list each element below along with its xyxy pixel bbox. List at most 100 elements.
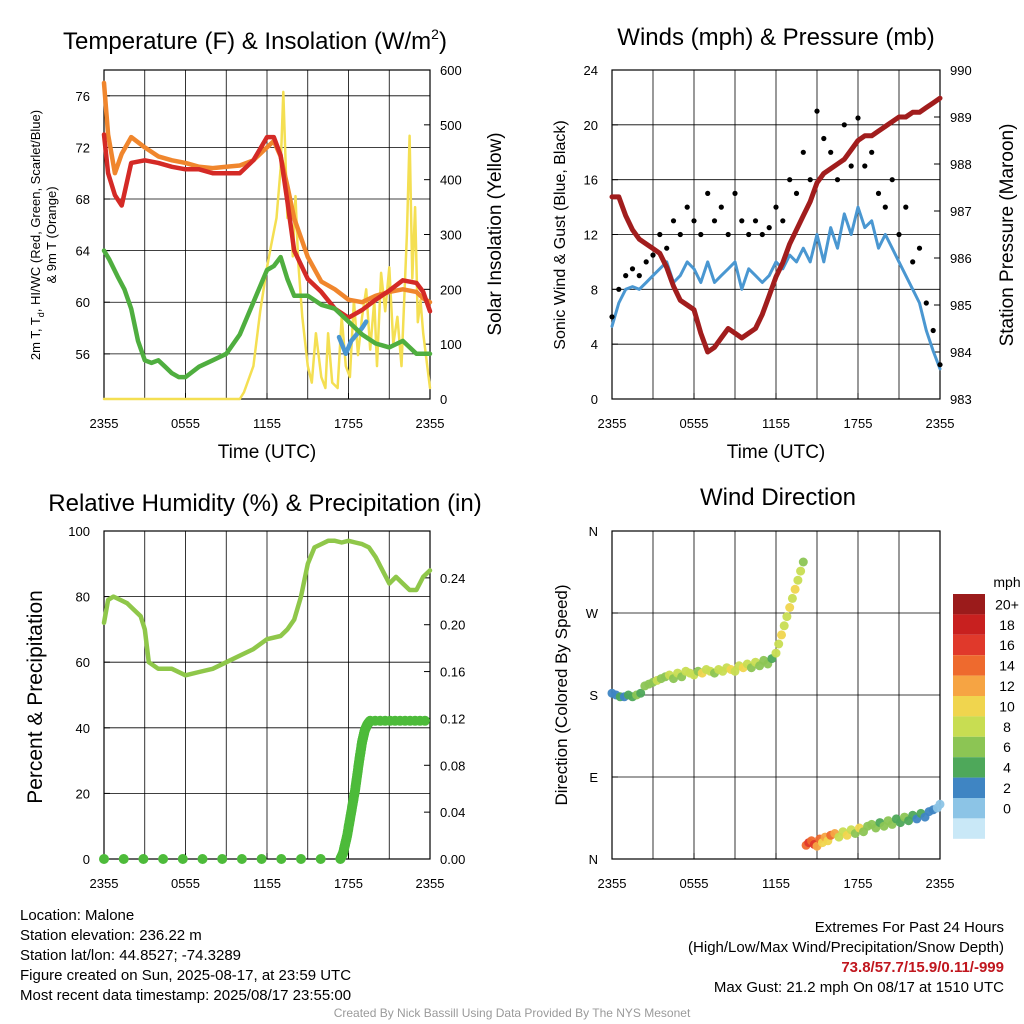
humidity-precip-point bbox=[138, 854, 149, 864]
winds-gust-point bbox=[725, 231, 731, 238]
winds-gust-point bbox=[875, 190, 882, 196]
temperature-xtick-label: 2355 bbox=[416, 416, 445, 431]
colorbar-swatch bbox=[953, 594, 985, 615]
winds-gust-point bbox=[916, 245, 923, 251]
winds-pressure-line bbox=[609, 95, 943, 355]
temperature-ylabel-part2: , HI/WC (Red, Green, Scarlet/Blue) bbox=[28, 110, 43, 312]
colorbar-swatch bbox=[953, 634, 985, 656]
direction-ylabel: Direction (Colored By Speed) bbox=[552, 584, 571, 805]
humidity-ytick-label: 40 bbox=[76, 721, 90, 736]
extremes-info: Extremes For Past 24 Hours (High/Low/Max… bbox=[688, 918, 1004, 998]
temperature-panel: 56 60 64 68 72 76 0 100 200 300 400 500 600 2355 0555 1… bbox=[28, 26, 506, 463]
colorbar-label: 10 bbox=[999, 698, 1015, 714]
winds-gust-point bbox=[636, 273, 642, 279]
humidity-ytick-label: 20 bbox=[76, 786, 90, 801]
humidity-precip-point bbox=[315, 854, 326, 864]
humidity-rtick-label: 0.12 bbox=[440, 711, 465, 726]
winds-gust-point bbox=[787, 177, 793, 183]
colorbar-label: 16 bbox=[999, 637, 1015, 653]
colorbar-label: 20+ bbox=[995, 596, 1019, 612]
humidity-rtick-label: 0.24 bbox=[440, 571, 465, 586]
temperature-ylabel-right: Solar Insolation (Yellow) bbox=[485, 132, 506, 335]
humidity-rtick-label: 0.08 bbox=[440, 758, 465, 773]
winds-rtick-label: 987 bbox=[950, 204, 972, 219]
direction-point bbox=[636, 688, 646, 698]
winds-rtick-label: 988 bbox=[950, 157, 972, 172]
winds-title: Winds (mph) & Pressure (mb) bbox=[617, 24, 934, 51]
max-gust: Max Gust: 21.2 mph On 08/17 at 1510 UTC bbox=[713, 979, 1004, 996]
humidity-precip-point bbox=[256, 854, 267, 864]
colorbar-swatch bbox=[953, 655, 985, 676]
colorbar-title: mph bbox=[993, 574, 1020, 590]
colorbar-swatch bbox=[953, 716, 985, 737]
station-latlon: Station lat/lon: 44.8527; -74.3289 bbox=[20, 947, 242, 964]
winds-ylabel: Sonic Wind & Gust (Blue, Black) bbox=[552, 120, 569, 349]
temperature-td-line bbox=[101, 248, 433, 380]
figure-created: Figure created on Sun, 2025-08-17, at 23… bbox=[20, 967, 352, 984]
winds-gust-point bbox=[930, 327, 936, 334]
winds-gust-point bbox=[739, 218, 745, 224]
winds-gust-point bbox=[650, 252, 656, 258]
winds-rtick-label: 983 bbox=[950, 392, 972, 407]
winds-gust-point bbox=[691, 218, 697, 224]
direction-point bbox=[779, 621, 789, 631]
winds-gust-point bbox=[855, 115, 861, 121]
winds-gust-point bbox=[670, 218, 677, 224]
humidity-rtick-label: 0.16 bbox=[440, 665, 465, 680]
humidity-precip-point bbox=[420, 715, 430, 726]
colorbar-swatch bbox=[953, 696, 985, 717]
winds-gust-point bbox=[677, 231, 683, 238]
winds-rtick-label: 990 bbox=[950, 63, 972, 78]
direction-point bbox=[796, 566, 806, 576]
colorbar-label: 6 bbox=[1003, 739, 1011, 755]
humidity-rtick-label: 0.20 bbox=[440, 618, 465, 633]
colorbar-label: 8 bbox=[1003, 719, 1011, 735]
extremes-values: 73.8/57.7/15.9/0.11/-999 bbox=[841, 959, 1004, 976]
humidity-precip-point bbox=[296, 854, 306, 864]
temperature-ytick-label: 64 bbox=[76, 244, 90, 259]
direction-point bbox=[790, 584, 800, 594]
direction-point bbox=[935, 799, 945, 809]
humidity-precip-point bbox=[158, 854, 169, 864]
winds-gust-point bbox=[705, 190, 711, 196]
temperature-xtick-label: 1155 bbox=[253, 416, 281, 431]
humidity-precip-point bbox=[118, 854, 129, 864]
direction-xtick-label: 0555 bbox=[680, 876, 709, 891]
station-elevation: Station elevation: 236.22 m bbox=[20, 927, 202, 944]
direction-ytick-label: N bbox=[589, 852, 598, 867]
winds-gust-point bbox=[643, 259, 649, 265]
station-info: Location: Malone Station elevation: 236.… bbox=[20, 906, 351, 1006]
winds-gust-point bbox=[882, 204, 888, 210]
winds-gust-point bbox=[711, 218, 718, 224]
temperature-xtick-label: 0555 bbox=[171, 416, 200, 431]
direction-point bbox=[798, 557, 808, 567]
direction-point bbox=[782, 612, 792, 622]
winds-gust-point bbox=[609, 314, 615, 320]
humidity-ytick-label: 60 bbox=[76, 655, 90, 670]
humidity-precip-point bbox=[177, 854, 188, 864]
temperature-rtick-label: 600 bbox=[440, 63, 462, 78]
temperature-title-sup: 2 bbox=[431, 26, 439, 42]
winds-ytick-label: 16 bbox=[584, 173, 598, 188]
winds-gust-point bbox=[664, 245, 670, 251]
winds-xtick-label: 1755 bbox=[844, 416, 873, 431]
humidity-rtick-label: 0.04 bbox=[440, 805, 465, 820]
temperature-ytick-label: 56 bbox=[76, 347, 90, 362]
direction-ytick-label: S bbox=[589, 688, 598, 703]
winds-gust-point bbox=[752, 218, 759, 224]
direction-xtick-label: 2355 bbox=[598, 876, 627, 891]
winds-gust-point bbox=[828, 149, 834, 155]
winds-gust-point bbox=[759, 231, 765, 238]
direction-point bbox=[777, 630, 786, 640]
winds-gust-point bbox=[800, 149, 806, 155]
credit-text: Created By Nick Bassill Using Data Provi… bbox=[333, 1006, 691, 1020]
winds-gust-point bbox=[937, 362, 943, 368]
winds-gust-point bbox=[718, 204, 724, 210]
winds-gust-point bbox=[821, 135, 827, 142]
colorbar-label: 18 bbox=[999, 617, 1015, 633]
colorbar-label: 2 bbox=[1003, 780, 1011, 796]
direction-point bbox=[771, 648, 781, 658]
humidity-xtick-label: 1155 bbox=[253, 876, 281, 891]
